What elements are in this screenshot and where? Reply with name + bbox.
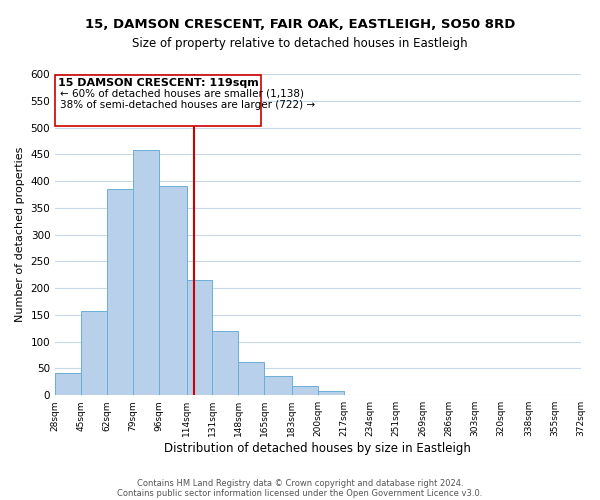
Bar bbox=[292, 386, 318, 395]
Text: 15 DAMSON CRESCENT: 119sqm: 15 DAMSON CRESCENT: 119sqm bbox=[58, 78, 259, 88]
Bar bbox=[238, 362, 265, 395]
Text: Contains public sector information licensed under the Open Government Licence v3: Contains public sector information licen… bbox=[118, 488, 482, 498]
Text: 15, DAMSON CRESCENT, FAIR OAK, EASTLEIGH, SO50 8RD: 15, DAMSON CRESCENT, FAIR OAK, EASTLEIGH… bbox=[85, 18, 515, 30]
Text: Size of property relative to detached houses in Eastleigh: Size of property relative to detached ho… bbox=[132, 38, 468, 51]
Bar bbox=[81, 310, 107, 395]
Bar bbox=[159, 186, 187, 395]
FancyBboxPatch shape bbox=[55, 75, 262, 126]
Text: Contains HM Land Registry data © Crown copyright and database right 2024.: Contains HM Land Registry data © Crown c… bbox=[137, 478, 463, 488]
Bar bbox=[212, 331, 238, 395]
X-axis label: Distribution of detached houses by size in Eastleigh: Distribution of detached houses by size … bbox=[164, 442, 471, 455]
Text: 38% of semi-detached houses are larger (722) →: 38% of semi-detached houses are larger (… bbox=[60, 100, 315, 110]
Bar bbox=[265, 376, 292, 395]
Text: ← 60% of detached houses are smaller (1,138): ← 60% of detached houses are smaller (1,… bbox=[60, 88, 304, 99]
Y-axis label: Number of detached properties: Number of detached properties bbox=[15, 147, 25, 322]
Bar bbox=[133, 150, 159, 395]
Bar bbox=[187, 280, 212, 395]
Bar bbox=[107, 189, 133, 395]
Bar bbox=[318, 391, 344, 395]
Bar bbox=[55, 372, 81, 395]
